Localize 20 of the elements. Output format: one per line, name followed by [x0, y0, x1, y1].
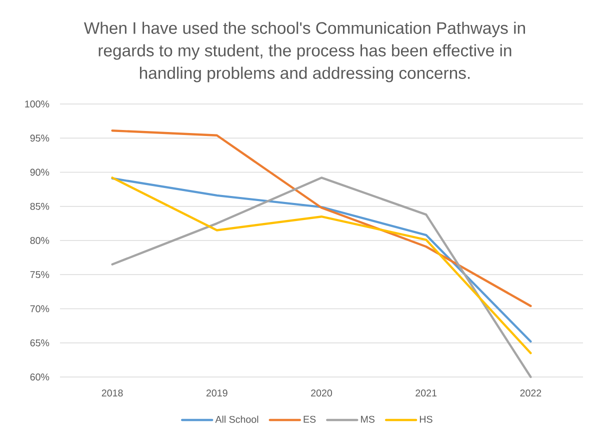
y-tick-label: 75%	[30, 271, 50, 278]
line-series	[111, 130, 532, 308]
y-tick-label: 100%	[25, 100, 50, 108]
chart-title: When I have used the school's Communication Pathways in regards to my student, the process has been effective in handling problems and addressing concerns.	[84, 22, 525, 82]
y-tick-label: 95%	[30, 134, 50, 142]
legend-label: HS	[420, 416, 432, 423]
x-tick-label: 2022	[520, 390, 542, 396]
legend-label: MS	[361, 416, 375, 423]
x-tick-label: 2018	[102, 390, 123, 396]
y-tick-label: 90%	[30, 168, 50, 176]
x-tick-label: 2020	[311, 390, 332, 396]
legend-label: All School	[215, 416, 258, 423]
y-tick-label: 65%	[30, 339, 50, 346]
y-tick-label: 80%	[30, 237, 50, 244]
legend-label: ES	[304, 416, 316, 423]
x-tick-label: 2021	[416, 390, 437, 396]
y-tick-label: 60%	[30, 374, 50, 380]
y-tick-label: 85%	[30, 202, 50, 210]
x-tick-label: 2019	[206, 390, 228, 396]
y-tick-label: 70%	[30, 305, 50, 312]
